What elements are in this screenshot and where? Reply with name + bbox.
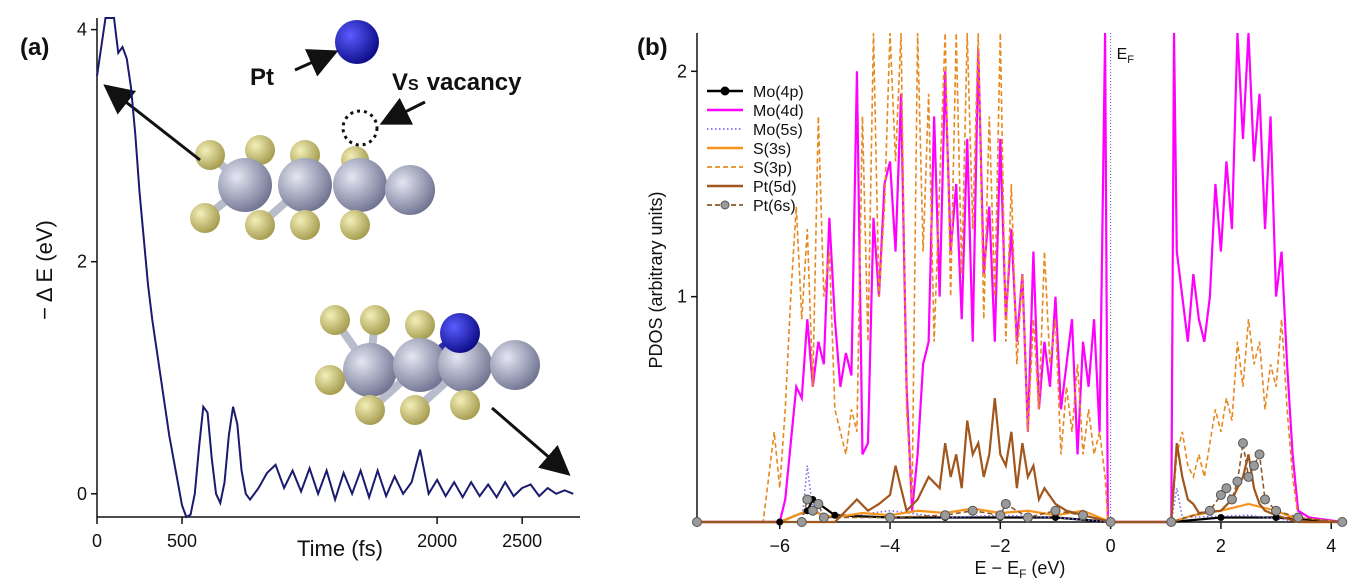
x-tick-label: −2 — [990, 536, 1011, 556]
data-point — [1022, 512, 1033, 523]
data-point — [995, 510, 1006, 521]
data-point — [802, 494, 813, 505]
data-point — [1000, 498, 1011, 509]
y-axis-label: PDOS (arbitrary units) — [646, 191, 666, 368]
fermi-level-label-subscript: F — [1127, 54, 1134, 66]
data-point — [776, 518, 784, 526]
data-point — [1254, 449, 1265, 460]
data-point — [885, 512, 896, 523]
x-tick-label: 2000 — [417, 531, 457, 551]
structure-illustration — [103, 20, 571, 476]
data-point — [1078, 510, 1089, 521]
legend-label: S(3p) — [753, 160, 792, 177]
data-point — [831, 511, 839, 519]
data-point — [1271, 505, 1282, 516]
legend-label: Mo(4p) — [753, 84, 804, 101]
data-point — [1204, 505, 1215, 516]
fermi-level-label: EF — [1117, 46, 1135, 66]
annotation: vacancy — [427, 69, 522, 96]
annotation: V — [392, 69, 408, 96]
data-point — [692, 517, 702, 527]
data-point — [967, 505, 978, 516]
plots: 0 2 4 0 500 2000 2500 1 2 −6 −4 −2 0 2 4 EF Mo(4p) Mo(4d)… — [77, 17, 1348, 556]
data-line — [697, 443, 1343, 523]
data-point — [1166, 517, 1177, 527]
legend-label: Pt(5d) — [753, 179, 797, 196]
x-tick-label: 500 — [167, 531, 197, 551]
legend-marker — [720, 86, 730, 96]
data-point — [1260, 494, 1271, 505]
data-point — [940, 510, 951, 521]
x-axis-label: (eV) — [1031, 558, 1065, 578]
legend-label: Mo(5s) — [753, 122, 803, 139]
data-line — [697, 502, 1343, 524]
data-line — [697, 397, 1343, 524]
data-line — [697, 32, 1343, 524]
data-line — [697, 465, 1343, 523]
panel-label: (a) — [20, 34, 49, 61]
x-axis-label: Time (fs) — [297, 536, 383, 561]
y-axis-label: − Δ E (eV) — [32, 220, 57, 320]
data-point — [1293, 512, 1304, 523]
data-line — [96, 17, 574, 519]
legend-label: S(3s) — [753, 141, 791, 158]
data-point — [1226, 494, 1237, 505]
data-point — [1217, 513, 1225, 521]
x-tick-label: −6 — [769, 536, 790, 556]
x-axis-label-subscript: F — [1019, 567, 1026, 578]
fermi-level-label: E — [1117, 46, 1128, 63]
annotation-subscript: S — [408, 77, 419, 94]
data-point — [813, 498, 824, 509]
y-tick-label: 1 — [677, 287, 687, 307]
x-tick-label: 0 — [1106, 536, 1116, 556]
data-point — [1249, 460, 1260, 471]
annotation: VS vacancy — [392, 69, 522, 96]
x-tick-label: 0 — [92, 531, 102, 551]
x-tick-label: −4 — [880, 536, 901, 556]
data-point — [1237, 438, 1248, 449]
x-axis-label: E − EF (eV) — [975, 558, 1066, 578]
x-axis-label: E − E — [975, 558, 1020, 578]
data-point — [1050, 505, 1061, 516]
data-line — [697, 32, 1343, 523]
annotation: Pt — [250, 64, 274, 91]
data-point — [1232, 476, 1243, 487]
x-tick-label: 2500 — [502, 531, 542, 551]
data-point — [796, 517, 807, 527]
data-point — [807, 505, 818, 516]
data-point — [818, 512, 829, 523]
data-point — [1215, 489, 1226, 500]
x-tick-label: 4 — [1326, 536, 1336, 556]
legend-label: Mo(4d) — [753, 103, 804, 120]
data-point — [1105, 517, 1116, 527]
data-point — [1243, 471, 1254, 482]
legend-marker — [720, 200, 730, 210]
x-tick-label: 2 — [1216, 536, 1226, 556]
data-point — [1221, 483, 1232, 494]
data-point — [1337, 517, 1348, 527]
y-tick-label: 2 — [77, 252, 87, 272]
legend-label: Pt(6s) — [753, 198, 796, 215]
y-tick-label: 2 — [677, 61, 687, 81]
panel-label: (b) — [637, 34, 668, 61]
y-tick-label: 0 — [77, 484, 87, 504]
y-tick-label: 4 — [77, 20, 87, 40]
